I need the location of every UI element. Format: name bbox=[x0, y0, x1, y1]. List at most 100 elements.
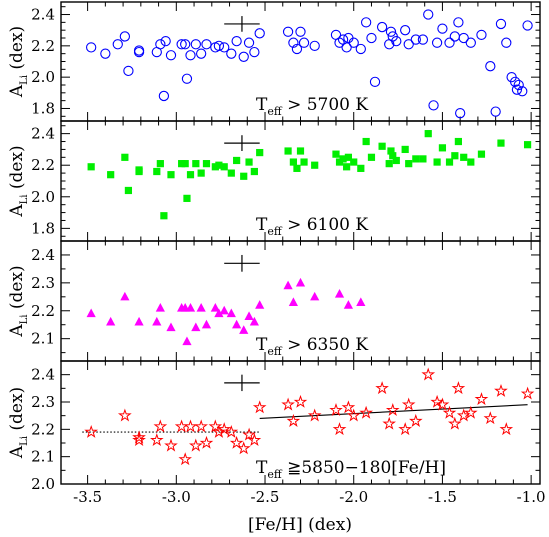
data-point bbox=[359, 405, 374, 419]
x-tick-label: -3.5 bbox=[73, 488, 102, 506]
data-point bbox=[281, 397, 295, 411]
data-point bbox=[485, 61, 496, 72]
data-point bbox=[490, 106, 501, 117]
data-point bbox=[401, 145, 409, 154]
data-point bbox=[417, 34, 429, 45]
data-point bbox=[183, 419, 198, 433]
data-point bbox=[256, 148, 264, 157]
y-tick-label: 2.2 bbox=[31, 420, 55, 438]
fit-line-solid bbox=[259, 404, 528, 419]
data-point bbox=[428, 100, 439, 111]
data-point bbox=[295, 277, 306, 287]
data-point bbox=[252, 400, 267, 414]
data-point bbox=[226, 308, 236, 318]
data-point bbox=[250, 167, 258, 176]
data-point bbox=[149, 433, 164, 447]
data-point bbox=[153, 167, 161, 176]
y-tick-label: 2.4 bbox=[31, 246, 55, 264]
data-point bbox=[307, 408, 322, 422]
data-point bbox=[224, 424, 239, 438]
data-point bbox=[174, 419, 189, 433]
data-point bbox=[254, 28, 265, 39]
data-point bbox=[451, 152, 459, 160]
data-point bbox=[501, 37, 512, 48]
data-point bbox=[463, 405, 478, 419]
x-axis-title: [Fe/H] (dex) bbox=[248, 515, 352, 535]
data-point bbox=[288, 297, 299, 306]
y-tick-label: 2.4 bbox=[31, 125, 55, 143]
fit-lines bbox=[82, 404, 528, 433]
x-tick-label: -3.0 bbox=[162, 488, 191, 506]
data-point bbox=[226, 48, 237, 59]
data-point bbox=[369, 76, 381, 88]
data-point bbox=[188, 438, 203, 452]
data-point bbox=[332, 150, 340, 158]
data-point bbox=[339, 155, 347, 163]
data-point bbox=[454, 137, 462, 146]
data-point bbox=[360, 17, 372, 28]
data-point bbox=[119, 31, 131, 42]
data-point bbox=[240, 172, 248, 180]
data-point bbox=[192, 160, 200, 168]
y-tick-label: 2.2 bbox=[31, 37, 55, 55]
data-point bbox=[185, 50, 196, 61]
data-point bbox=[247, 433, 262, 447]
data-point bbox=[343, 300, 353, 309]
data-point bbox=[182, 336, 192, 346]
data-point bbox=[133, 45, 145, 56]
data-point bbox=[152, 316, 162, 326]
data-point bbox=[355, 43, 366, 55]
data-point bbox=[194, 419, 208, 433]
data-point bbox=[232, 319, 242, 329]
data-point bbox=[511, 84, 523, 95]
data-point bbox=[387, 147, 395, 155]
data-point bbox=[376, 21, 388, 33]
data-point bbox=[300, 158, 308, 166]
data-point bbox=[134, 316, 144, 326]
data-point bbox=[497, 139, 505, 147]
error-bars bbox=[224, 16, 260, 392]
data-point bbox=[123, 65, 134, 77]
data-point bbox=[289, 158, 298, 166]
data-point bbox=[249, 316, 259, 326]
data-point bbox=[186, 171, 195, 179]
data-point bbox=[458, 32, 469, 44]
data-point bbox=[309, 40, 320, 51]
data-point bbox=[236, 441, 251, 455]
y-tick-label: 2.4 bbox=[31, 6, 55, 24]
y-axis-title: ALi (dex) bbox=[7, 145, 30, 217]
data-point bbox=[367, 153, 376, 161]
data-point bbox=[284, 147, 292, 155]
data-point bbox=[453, 17, 464, 28]
data-point bbox=[185, 302, 196, 312]
data-point bbox=[522, 20, 533, 31]
data-point bbox=[385, 26, 397, 37]
data-point bbox=[366, 32, 377, 44]
data-point bbox=[288, 37, 299, 48]
data-point bbox=[217, 422, 232, 436]
data-point bbox=[421, 367, 436, 381]
data-point bbox=[214, 308, 224, 318]
axis-ticks bbox=[61, 2, 540, 484]
data-point bbox=[412, 155, 420, 163]
data-point bbox=[296, 147, 305, 155]
data-point bbox=[350, 158, 358, 166]
data-point bbox=[389, 152, 397, 160]
data-point bbox=[210, 302, 220, 312]
data-point bbox=[341, 400, 356, 414]
data-point bbox=[286, 413, 301, 427]
data-point bbox=[213, 40, 225, 51]
data-point bbox=[476, 29, 487, 41]
data-point bbox=[124, 186, 133, 195]
data-point bbox=[291, 43, 303, 55]
data-point bbox=[212, 424, 226, 438]
data-point bbox=[430, 394, 444, 408]
data-point bbox=[449, 31, 460, 42]
data-point bbox=[86, 308, 96, 318]
panel-annotation: Teff > 6100 K bbox=[256, 215, 368, 238]
data-point bbox=[239, 325, 249, 334]
data-point bbox=[385, 402, 400, 416]
data-point bbox=[249, 46, 260, 58]
data-point bbox=[183, 194, 191, 202]
